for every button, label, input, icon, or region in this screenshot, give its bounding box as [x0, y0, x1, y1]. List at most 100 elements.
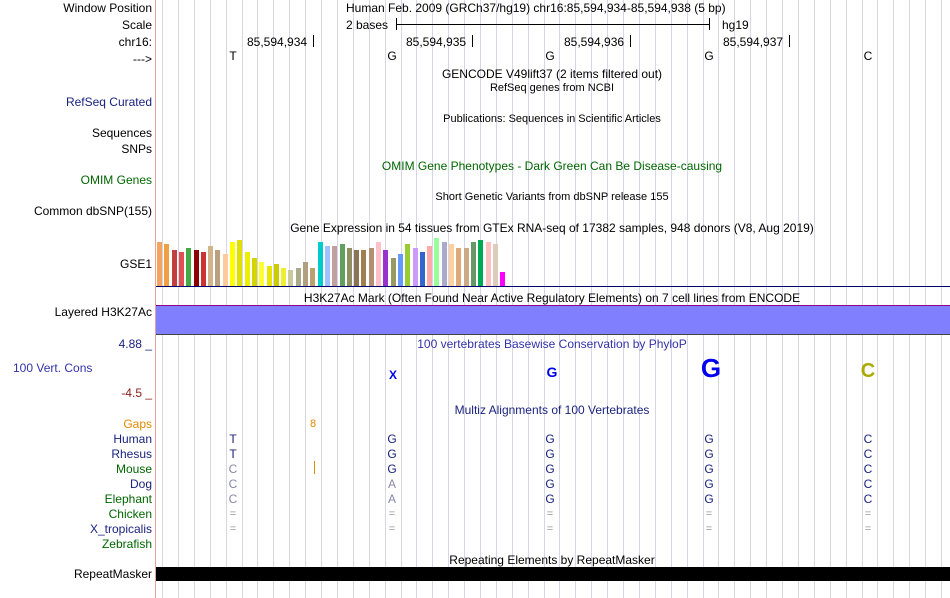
omim-title[interactable]: OMIM Gene Phenotypes - Dark Green Can Be…: [381, 159, 723, 173]
gtex-tissue-bar[interactable]: [390, 258, 396, 286]
pubs-title[interactable]: Publications: Sequences in Scientific Ar…: [443, 113, 661, 125]
ruler-tick: [789, 35, 790, 47]
repeatmasker-label[interactable]: RepeatMasker: [73, 567, 152, 581]
gtex-tissue-bar[interactable]: [456, 248, 462, 286]
gtex-tissue-bar[interactable]: [412, 248, 418, 286]
phylop-logo-area[interactable]: X G G C: [156, 350, 950, 390]
species-label-rhesus[interactable]: Rhesus: [111, 447, 152, 461]
gtex-tissue-bar[interactable]: [303, 262, 308, 286]
species-label-dog[interactable]: Dog: [129, 477, 152, 491]
repeatmasker-bar[interactable]: [156, 567, 950, 581]
gtex-tissue-bar[interactable]: [200, 252, 206, 286]
gtex-tissue-bar[interactable]: [178, 252, 184, 286]
gtex-tissue-bar[interactable]: [368, 248, 374, 286]
gtex-tissue-bar[interactable]: [251, 258, 257, 286]
gtex-tissue-bar[interactable]: [478, 240, 484, 286]
gtex-label[interactable]: GSE1: [119, 257, 152, 271]
h3k27ac-signal[interactable]: [156, 305, 950, 335]
gtex-tissue-bar[interactable]: [397, 254, 403, 286]
gtex-tissue-bar[interactable]: [354, 250, 360, 286]
grid-line: [782, 0, 783, 598]
gtex-tissue-bar[interactable]: [288, 270, 294, 286]
grid-line: [544, 0, 545, 598]
repeatmasker-title[interactable]: Repeating Elements by RepeatMasker: [449, 553, 655, 567]
gtex-tissue-bar[interactable]: [449, 244, 454, 286]
phylop-logo-x: X: [389, 368, 397, 382]
gtex-tissue-bar[interactable]: [427, 246, 433, 286]
refseq-label[interactable]: RefSeq Curated: [65, 95, 152, 109]
gtex-tissue-bar[interactable]: [463, 248, 469, 286]
species-label-zebrafish[interactable]: Zebrafish: [101, 537, 152, 551]
scale-bar-right-tick: [709, 18, 710, 30]
gtex-tissue-bar[interactable]: [317, 242, 323, 286]
gtex-tissue-bar[interactable]: [215, 250, 221, 286]
gtex-tissue-bar[interactable]: [281, 268, 287, 286]
gtex-tissue-bar[interactable]: [339, 244, 345, 286]
gtex-tissue-bar[interactable]: [441, 242, 447, 286]
refseq-title[interactable]: RefSeq genes from NCBI: [489, 82, 615, 94]
gtex-tissue-bar[interactable]: [266, 266, 272, 286]
gaps-label[interactable]: Gaps: [123, 417, 152, 431]
gtex-tissue-bar[interactable]: [405, 244, 411, 286]
species-label-chicken[interactable]: Chicken: [108, 507, 152, 521]
gtex-tissue-bar[interactable]: [383, 250, 389, 286]
browser-image-area[interactable]: Human Feb. 2009 (GRCh37/hg19) chr16:85,5…: [156, 0, 950, 598]
dbsnp-title[interactable]: Short Genetic Variants from dbSNP releas…: [435, 191, 669, 203]
grid-line: [289, 0, 290, 598]
gtex-tissue-bar[interactable]: [419, 252, 425, 286]
gtex-tissue-bar[interactable]: [470, 242, 476, 286]
grid-line: [909, 0, 910, 598]
gtex-tissue-bar[interactable]: [485, 242, 491, 286]
gtex-tissue-bar[interactable]: [273, 264, 279, 286]
grid-line: [671, 0, 672, 598]
gtex-tissue-bar[interactable]: [171, 250, 177, 286]
gtex-tissue-bar[interactable]: [500, 272, 506, 286]
gtex-tissue-bar[interactable]: [324, 246, 330, 286]
ruler-position-label: 85,594,936: [564, 35, 625, 49]
alignment-base: T: [229, 432, 237, 446]
gtex-tissue-bar[interactable]: [208, 246, 214, 286]
gtex-tissue-bar[interactable]: [244, 252, 250, 286]
species-label-elephant[interactable]: Elephant: [104, 492, 152, 506]
alignment-base: =: [546, 508, 554, 520]
species-label-x_tropicalis[interactable]: X_tropicalis: [89, 522, 152, 536]
h3k27ac-baseline: [156, 334, 950, 335]
grid-line: [432, 0, 433, 598]
gtex-tissue-bar[interactable]: [259, 262, 265, 286]
snps-label[interactable]: SNPs: [121, 142, 152, 156]
h3k27ac-title[interactable]: H3K27Ac Mark (Often Found Near Active Re…: [303, 291, 801, 305]
gtex-tissue-bar[interactable]: [164, 244, 170, 286]
alignment-base: G: [545, 492, 555, 506]
gtex-title[interactable]: Gene Expression in 54 tissues from GTEx …: [290, 221, 814, 235]
dbsnp-label[interactable]: Common dbSNP(155): [33, 204, 152, 218]
gtex-tissue-bar[interactable]: [361, 250, 367, 286]
gtex-tissue-bar[interactable]: [346, 248, 352, 286]
gtex-tissue-bar[interactable]: [332, 246, 338, 286]
gtex-tissue-bar[interactable]: [193, 250, 199, 286]
phylop-label[interactable]: 100 Vert. Cons: [13, 361, 93, 375]
alignment-base: G: [545, 477, 555, 491]
phylop-logo-c: C: [861, 360, 875, 382]
phylop-title[interactable]: 100 vertebrates Basewise Conservation by…: [417, 337, 687, 351]
multiz-title[interactable]: Multiz Alignments of 100 Vertebrates: [454, 403, 650, 417]
gtex-tissue-bar[interactable]: [230, 242, 235, 286]
gtex-tissue-bar[interactable]: [157, 242, 162, 286]
gtex-bar-chart[interactable]: [156, 236, 556, 286]
species-label-human[interactable]: Human: [113, 432, 152, 446]
ruler-position-label: 85,594,937: [723, 35, 784, 49]
species-label-mouse[interactable]: Mouse: [115, 462, 152, 476]
omim-label[interactable]: OMIM Genes: [80, 173, 152, 187]
gtex-tissue-bar[interactable]: [434, 238, 440, 286]
gtex-tissue-bar[interactable]: [376, 242, 381, 286]
sequences-label[interactable]: Sequences: [91, 126, 152, 140]
strand-label[interactable]: --->: [133, 52, 152, 66]
gtex-tissue-bar[interactable]: [492, 244, 498, 286]
gtex-tissue-bar[interactable]: [222, 254, 228, 286]
gtex-tissue-bar[interactable]: [237, 240, 243, 286]
gtex-tissue-bar[interactable]: [186, 248, 192, 286]
gtex-tissue-bar[interactable]: [295, 268, 301, 286]
h3k27ac-label[interactable]: Layered H3K27Ac: [54, 305, 152, 319]
gencode-title[interactable]: GENCODE V49lift37 (2 items filtered out): [441, 67, 663, 81]
alignment-base: G: [704, 447, 714, 461]
gtex-tissue-bar[interactable]: [310, 268, 316, 286]
